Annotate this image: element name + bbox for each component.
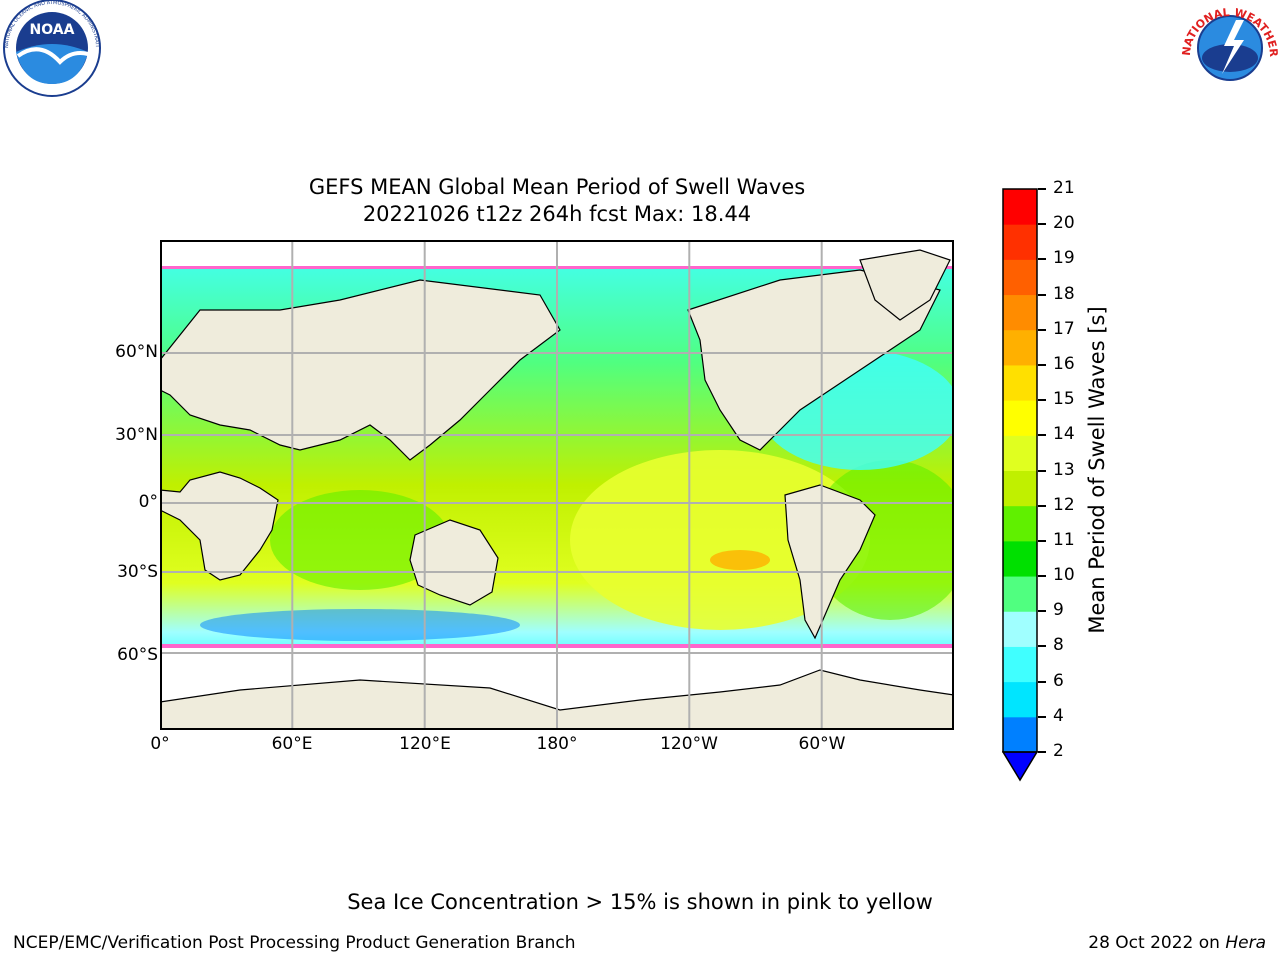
colorbar-segment <box>1003 259 1037 296</box>
lon-label-60w: 60°W <box>798 734 846 754</box>
southern-ocean-blue <box>200 609 520 641</box>
colorbar-tick-mark <box>1038 188 1046 190</box>
colorbar-tick-label: 14 <box>1053 424 1075 445</box>
lat-label-30s: 30°S <box>117 562 158 582</box>
nws-logo: NATIONAL WEATHER SERVICE <box>1178 0 1280 94</box>
colorbar-tick-mark <box>1038 504 1046 507</box>
swell-period-map <box>160 240 954 730</box>
map-border <box>160 240 954 730</box>
colorbar-segment <box>1003 681 1037 718</box>
colorbar-segment <box>1003 470 1037 507</box>
colorbar-under-arrow <box>1002 751 1038 782</box>
footer-date: 28 Oct 2022 on Hera <box>1088 933 1266 953</box>
colorbar-tick-mark <box>1038 328 1046 331</box>
colorbar-tick-label: 8 <box>1053 635 1064 656</box>
lat-label-60s: 60°S <box>117 645 158 665</box>
colorbar-segment <box>1003 189 1037 225</box>
colorbar-tick-mark <box>1038 645 1046 648</box>
colorbar-tick-mark <box>1038 751 1046 753</box>
colorbar-tick-label: 9 <box>1053 600 1064 621</box>
land-masses <box>160 249 954 730</box>
colorbar-tick-mark <box>1038 715 1046 718</box>
lon-label-0: 0° <box>150 734 170 754</box>
colorbar-tick-label: 17 <box>1053 318 1075 339</box>
colorbar-segment <box>1003 716 1037 753</box>
colorbar-tick-mark <box>1038 363 1046 366</box>
colorbar-segment <box>1003 364 1037 401</box>
colorbar-tick-mark <box>1038 610 1046 613</box>
colorbar-segment <box>1003 329 1037 366</box>
colorbar-tick-label: 19 <box>1053 248 1075 269</box>
gridlines <box>160 240 954 730</box>
pacific-orange-patch <box>710 550 770 570</box>
colorbar-tick-label: 21 <box>1053 178 1075 198</box>
colorbar-segment <box>1003 435 1037 471</box>
colorbar-segment <box>1003 540 1037 577</box>
footer-date-text: 28 Oct 2022 on <box>1088 933 1226 953</box>
colorbar-segment <box>1003 611 1037 647</box>
colorbar-tick-mark <box>1038 293 1046 296</box>
colorbar-segment <box>1003 224 1037 260</box>
colorbar-tick-label: 4 <box>1053 705 1064 726</box>
indian-ocean-patch <box>270 490 450 590</box>
colorbar-tick-label: 20 <box>1053 213 1075 234</box>
lon-label-120w: 120°W <box>660 734 718 754</box>
map-title: GEFS MEAN Global Mean Period of Swell Wa… <box>308 175 806 199</box>
colorbar-tick-mark <box>1038 539 1046 542</box>
colorbar-segment <box>1003 646 1037 683</box>
colorbar-tick-label: 18 <box>1053 283 1075 304</box>
colorbar <box>1002 188 1038 782</box>
noaa-logo: NOAA NATIONAL OCEANIC AND ATMOSPHERIC AD… <box>0 0 101 97</box>
colorbar-tick-mark <box>1038 469 1046 472</box>
colorbar-tick-mark <box>1038 399 1046 402</box>
colorbar-tick-label: 13 <box>1053 459 1075 480</box>
land-greenland <box>859 249 951 321</box>
colorbar-segment <box>1003 400 1037 436</box>
land-africa <box>160 471 279 581</box>
colorbar-tick-label: 16 <box>1053 353 1075 374</box>
lon-label-180: 180° <box>536 734 578 754</box>
lon-label-120e: 120°E <box>399 734 451 754</box>
colorbar-tick-label: 12 <box>1053 494 1075 515</box>
lat-label-60n: 60°N <box>115 342 158 362</box>
colorbar-tick-mark <box>1038 258 1046 261</box>
land-antarctica <box>160 669 954 730</box>
footer-credit: NCEP/EMC/Verification Post Processing Pr… <box>13 933 576 953</box>
map-subtitle: 20221026 t12z 264h fcst Max: 18.44 <box>362 202 752 226</box>
noaa-logo-text: NOAA <box>30 22 75 38</box>
colorbar-tick-label: 6 <box>1053 670 1064 691</box>
colorbar-tick-mark <box>1038 223 1046 226</box>
sea-ice-note: Sea Ice Concentration > 15% is shown in … <box>347 890 933 914</box>
lat-label-0: 0° <box>138 492 158 512</box>
colorbar-segment <box>1003 294 1037 331</box>
colorbar-border <box>1002 188 1038 753</box>
colorbar-segment <box>1003 505 1037 542</box>
colorbar-tick-mark <box>1038 680 1046 683</box>
colorbar-label: Mean Period of Swell Waves [s] <box>1085 306 1109 634</box>
footer-host: Hera <box>1225 933 1266 953</box>
lon-label-60e: 60°E <box>271 734 313 754</box>
land-south-america <box>784 484 876 640</box>
colorbar-tick-label: 15 <box>1053 389 1075 410</box>
colorbar-tick-label: 10 <box>1053 565 1075 586</box>
colorbar-tick-label: 11 <box>1053 529 1075 550</box>
colorbar-tick-mark <box>1038 575 1046 578</box>
colorbar-tick-mark <box>1038 434 1046 437</box>
colorbar-tick-label: 2 <box>1053 741 1064 761</box>
lat-label-30n: 30°N <box>115 425 158 445</box>
land-eurasia <box>160 279 561 461</box>
colorbar-segment <box>1003 576 1037 612</box>
